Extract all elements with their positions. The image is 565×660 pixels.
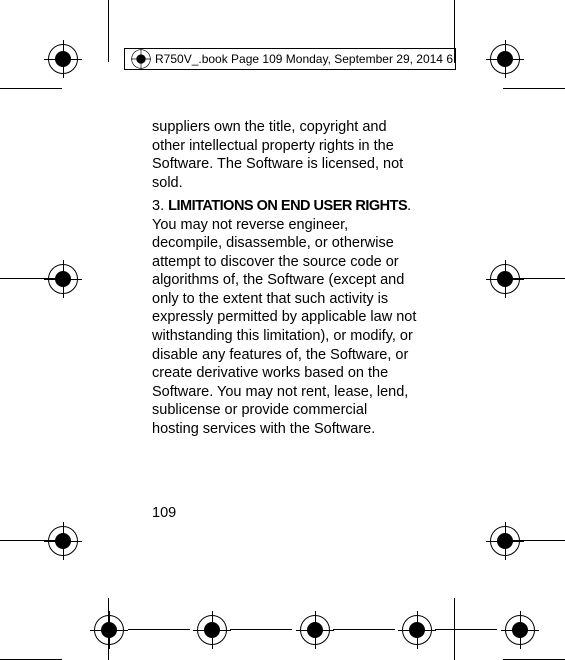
page-header-box: R750V_.book Page 109 Monday, September 2… <box>124 48 456 70</box>
crop-mark <box>435 629 497 630</box>
paragraph-item: 3. LIMITATIONS ON END USER RIGHTS. You m… <box>152 197 417 438</box>
registration-mark <box>490 264 520 294</box>
registration-mark <box>300 615 330 645</box>
registration-mark <box>402 615 432 645</box>
body-content: suppliers own the title, copyright and o… <box>152 118 417 443</box>
item-heading: LIMITATIONS ON END USER RIGHTS <box>168 198 407 214</box>
registration-mark <box>94 615 124 645</box>
registration-mark <box>490 44 520 74</box>
header-text: R750V_.book Page 109 Monday, September 2… <box>155 52 456 66</box>
paragraph-intro: suppliers own the title, copyright and o… <box>152 118 417 192</box>
crop-mark <box>230 629 292 630</box>
registration-mark <box>48 44 78 74</box>
crop-mark <box>128 629 190 630</box>
book-icon <box>131 49 151 69</box>
item-number: 3. <box>152 198 168 214</box>
crop-mark <box>0 88 62 89</box>
crop-mark <box>454 0 455 62</box>
page-number: 109 <box>152 505 176 521</box>
registration-mark <box>48 264 78 294</box>
registration-mark <box>505 615 535 645</box>
registration-mark <box>490 526 520 556</box>
registration-mark <box>197 615 227 645</box>
registration-mark <box>48 526 78 556</box>
item-body: . You may not reverse engineer, decompil… <box>152 198 416 437</box>
crop-mark <box>108 0 109 62</box>
crop-mark <box>503 88 565 89</box>
crop-mark <box>333 629 395 630</box>
